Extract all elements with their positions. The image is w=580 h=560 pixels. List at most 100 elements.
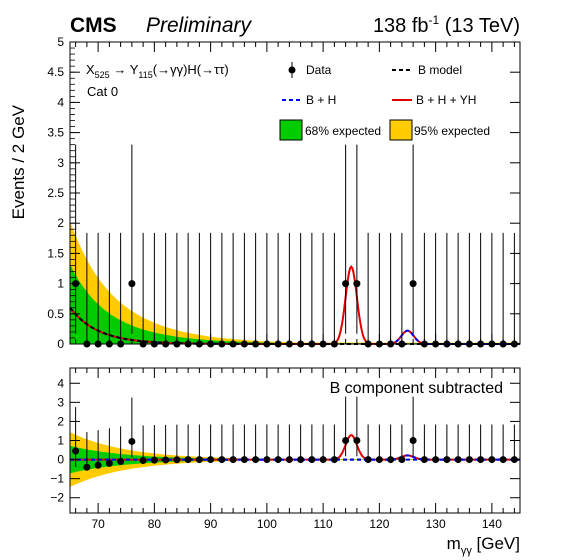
legend-b-model: B model xyxy=(392,63,462,77)
ratio-data-point xyxy=(364,456,372,464)
main-axes: 0 0.5 1 1.5 2 2.5 3 3.5 4 4.5 5 xyxy=(47,35,520,351)
svg-text:B model: B model xyxy=(418,63,462,77)
x-tick-label: 80 xyxy=(148,517,162,531)
x-axis-title: mγγ [GeV] xyxy=(447,534,520,557)
ratio-data-point xyxy=(150,456,158,464)
x-tick-label: 120 xyxy=(369,517,389,531)
main-y-tick-label: 2.5 xyxy=(47,186,64,200)
main-data-point xyxy=(342,280,350,288)
main-y-tick-label: 3 xyxy=(57,156,64,170)
ratio-data-point xyxy=(432,456,440,464)
ratio-curve-h xyxy=(70,454,520,461)
main-y-tick-label: 2 xyxy=(57,216,64,230)
ratio-data-point xyxy=(207,456,215,464)
main-y-tick-label: 1 xyxy=(57,277,64,291)
ratio-y-tick-label: 2 xyxy=(57,414,64,428)
main-y-tick-label: 0.5 xyxy=(47,307,64,321)
svg-text:Data: Data xyxy=(306,63,332,77)
ratio-data-point xyxy=(240,456,248,464)
main-band68 xyxy=(70,264,520,344)
status-label: Preliminary xyxy=(146,14,253,37)
process-label: X525 → Y115(→γγ)H(→ττ) xyxy=(86,62,229,80)
main-y-tick-label: 4 xyxy=(57,95,64,109)
ratio-data-point xyxy=(353,437,361,444)
ratio-data-point xyxy=(128,437,136,445)
ratio-data-point xyxy=(252,456,260,464)
ratio-annotation: B component subtracted xyxy=(330,380,503,397)
ratio-y-tick-label: 3 xyxy=(57,395,64,409)
experiment-label: CMS xyxy=(70,14,117,37)
main-y-tick-label: 4.5 xyxy=(47,65,64,79)
main-data-point xyxy=(353,280,361,288)
ratio-data-point xyxy=(488,456,496,464)
ratio-data-point xyxy=(297,456,305,464)
ratio-data-point xyxy=(499,456,507,464)
ratio-data-point xyxy=(83,463,91,471)
ratio-data-point xyxy=(330,456,338,464)
x-tick-label: 70 xyxy=(91,517,105,531)
ratio-data-point xyxy=(387,456,395,464)
x-tick-label: 130 xyxy=(426,517,446,531)
main-data-point xyxy=(409,280,417,288)
ratio-y-tick-label: −2 xyxy=(50,491,64,505)
ratio-data-point xyxy=(184,456,192,464)
ratio-data-point xyxy=(173,456,181,464)
main-y-tick-label: 0 xyxy=(57,337,64,351)
category-label: Cat 0 xyxy=(87,84,118,99)
legend-band68: 68% expected xyxy=(279,119,381,141)
ratio-data-point xyxy=(308,456,316,464)
lumi-label: 138 fb-1 (13 TeV) xyxy=(373,13,520,37)
ratio-data-points xyxy=(72,396,518,471)
svg-text:B + H: B + H xyxy=(306,93,336,107)
ratio-data-point xyxy=(218,456,226,464)
main-y-tick-label: 5 xyxy=(57,35,64,49)
ratio-data-point xyxy=(229,456,237,464)
ratio-y-tick-label: 0 xyxy=(57,453,64,467)
svg-text:68% expected: 68% expected xyxy=(305,124,381,138)
x-tick-label: 140 xyxy=(482,517,502,531)
legend-b-h-yh: B + H + YH xyxy=(392,93,476,107)
ratio-data-point xyxy=(94,461,102,469)
ratio-data-point xyxy=(274,456,282,464)
legend-band95: 95% expected xyxy=(389,119,490,141)
ratio-data-point xyxy=(105,459,113,467)
legend-b-h: B + H xyxy=(282,93,336,107)
main-data-point xyxy=(128,280,136,288)
ratio-data-point xyxy=(465,456,473,464)
ratio-data-point xyxy=(162,456,170,464)
ratio-data-point xyxy=(454,456,462,464)
main-y-tick-label: 1.5 xyxy=(47,246,64,260)
ratio-data-point xyxy=(117,457,125,465)
legend: Data B model B + H B + H + YH 68% expect… xyxy=(279,62,490,141)
ratio-data-point xyxy=(195,456,203,464)
svg-text:B + H + YH: B + H + YH xyxy=(416,93,476,107)
ratio-panel: −2 −1 0 1 2 3 4 70 80 90 100 110 120 130 140 B compone… xyxy=(50,367,521,557)
main-frame xyxy=(69,41,521,345)
data-points xyxy=(72,144,518,348)
ratio-data-point xyxy=(342,437,350,444)
ratio-data-point xyxy=(72,447,80,455)
x-tick-label: 100 xyxy=(257,517,277,531)
ratio-y-tick-label: −1 xyxy=(50,472,64,486)
ratio-data-point xyxy=(443,456,451,464)
svg-text:95% expected: 95% expected xyxy=(414,124,490,138)
main-band95 xyxy=(70,220,520,344)
ratio-y-tick-label: 1 xyxy=(57,434,64,448)
x-tick-label: 90 xyxy=(204,517,218,531)
ratio-data-point xyxy=(263,456,271,464)
legend-data: Data xyxy=(288,62,332,78)
main-panel: 0 0.5 1 1.5 2 2.5 3 3.5 4 4.5 5 Events / 2 GeV X52… xyxy=(9,35,521,351)
ratio-data-point xyxy=(477,456,485,464)
ratio-data-point xyxy=(420,456,428,464)
ratio-data-point xyxy=(139,457,147,465)
main-y-tick-label: 3.5 xyxy=(47,126,64,140)
ratio-data-point xyxy=(398,456,406,464)
ratio-data-point xyxy=(319,456,327,464)
ratio-data-point xyxy=(375,456,383,464)
ratio-y-tick-label: 4 xyxy=(57,376,64,390)
ratio-frame xyxy=(69,367,521,514)
ratio-axes: −2 −1 0 1 2 3 4 70 80 90 100 110 120 130 140 xyxy=(50,368,520,531)
x-tick-label: 110 xyxy=(314,517,333,531)
ratio-data-point xyxy=(409,437,417,444)
